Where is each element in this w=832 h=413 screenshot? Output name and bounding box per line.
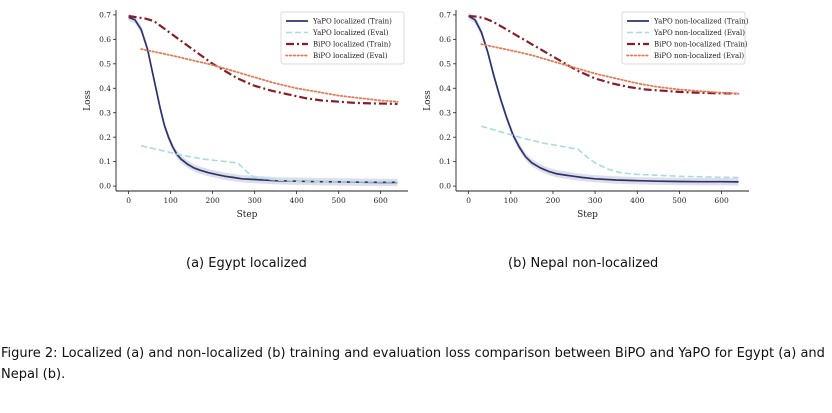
- figure-charts: 0 100 200 300 400 500 600 0.0 0.1 0.2 0.3 0.4 0.5 0.6…: [83, 10, 749, 220]
- x-tick-label: 100: [504, 196, 519, 205]
- series-line-yapo-non-localized-train: [468, 15, 739, 183]
- figure-caption: Figure 2: Localized (a) and non-localize…: [1, 346, 825, 382]
- y-tick-label: 0.4: [439, 84, 451, 93]
- legend-box: [621, 11, 746, 65]
- y-tick-label: 0.5: [439, 59, 451, 68]
- x-tick-label: 0: [126, 196, 131, 205]
- legend-box: [280, 11, 405, 65]
- x-tick-label: 500: [332, 196, 347, 205]
- chart-panel-egypt-localized: 0 100 200 300 400 500 600 0.0 0.1 0.2 0.3 0.4 0.5 0.6…: [83, 10, 408, 220]
- series-line-bipo-localized-train: [128, 15, 398, 105]
- y-tick-label: 0.1: [99, 157, 111, 166]
- y-tick-label: 0.6: [99, 35, 111, 44]
- x-tick-label: 200: [546, 196, 561, 205]
- y-tick-label: 0.5: [99, 59, 111, 68]
- series-line-bipo-non-localized-eval: [480, 43, 740, 95]
- y-tick-label: 0.1: [439, 157, 451, 166]
- series-line-yapo-non-localized-eval: [481, 125, 739, 179]
- legend-label-yapo-non-localized-train: YaPO non-localized (Train): [653, 18, 749, 26]
- x-axis-label: Step: [577, 210, 598, 220]
- x-tick-label: 0: [466, 196, 471, 205]
- legend-label-yapo-localized-train: YaPO localized (Train): [312, 18, 392, 26]
- legend-label-bipo-localized-train: BiPO localized (Train): [313, 41, 391, 49]
- chart-panel-nepal-non-localized: 0 100 200 300 400 500 600 0.0 0.1 0.2 0.3 0.4 0.5 0.6…: [423, 10, 749, 220]
- series-line-yapo-localized-eval: [141, 145, 398, 183]
- y-tick-label: 0.2: [439, 133, 451, 142]
- x-tick-label: 400: [289, 196, 304, 205]
- x-tick-label: 300: [247, 196, 262, 205]
- y-tick-label: 0.4: [99, 84, 111, 93]
- legend-label-yapo-localized-eval: YaPO localized (Eval): [312, 29, 389, 37]
- y-tick-label: 0.0: [99, 182, 111, 191]
- series-line-bipo-localized-eval: [140, 48, 399, 103]
- x-tick-label: 600: [374, 196, 389, 205]
- y-tick-label: 0.3: [99, 108, 111, 117]
- y-axis-label: Loss: [83, 90, 93, 111]
- legend-label-bipo-non-localized-train: BiPO non-localized (Train): [654, 41, 748, 49]
- y-tick-label: 0.0: [439, 182, 451, 191]
- x-tick-label: 500: [672, 196, 687, 205]
- legend-label-bipo-non-localized-eval: BiPO non-localized (Eval): [654, 52, 744, 60]
- x-tick-label: 100: [163, 196, 178, 205]
- y-axis-label: Loss: [423, 90, 433, 111]
- y-tick-label: 0.2: [99, 133, 111, 142]
- y-tick-label: 0.7: [439, 10, 451, 19]
- x-tick-label: 300: [588, 196, 603, 205]
- y-tick-label: 0.6: [439, 35, 451, 44]
- subcaption-b: (b) Nepal non-localized: [508, 256, 659, 271]
- x-axis-label: Step: [237, 210, 258, 220]
- y-tick-label: 0.7: [99, 10, 111, 19]
- x-tick-label: 400: [630, 196, 645, 205]
- legend-label-yapo-non-localized-eval: YaPO non-localized (Eval): [653, 29, 745, 37]
- y-tick-label: 0.3: [439, 108, 451, 117]
- x-tick-label: 600: [714, 196, 729, 205]
- x-tick-label: 200: [205, 196, 220, 205]
- subcaption-a: (a) Egypt localized: [186, 256, 307, 271]
- legend-label-bipo-localized-eval: BiPO localized (Eval): [313, 52, 388, 60]
